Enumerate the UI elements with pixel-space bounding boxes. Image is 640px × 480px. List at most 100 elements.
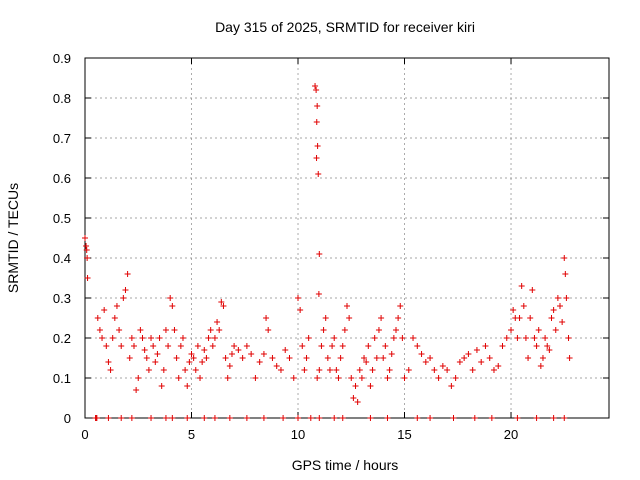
data-point (363, 359, 370, 365)
zero-data-point (243, 415, 250, 421)
data-point (516, 315, 523, 321)
data-point (103, 343, 110, 349)
data-point (414, 343, 421, 349)
zero-data-point (533, 415, 540, 421)
data-point (154, 351, 161, 357)
data-point (265, 327, 272, 333)
zero-data-point (550, 415, 557, 421)
data-point (260, 351, 267, 357)
data-point (399, 335, 406, 341)
data-point (167, 295, 174, 301)
data-point (315, 291, 322, 297)
zero-data-point (128, 415, 135, 421)
data-point (228, 351, 235, 357)
data-point (192, 367, 199, 373)
data-point (373, 355, 380, 361)
data-point (525, 355, 532, 361)
zero-data-point (316, 415, 323, 421)
data-point (529, 287, 536, 293)
data-point (105, 359, 112, 365)
data-point (83, 243, 90, 249)
data-point (83, 247, 90, 253)
data-point (239, 355, 246, 361)
zero-data-point (471, 415, 478, 421)
zero-data-point (384, 415, 391, 421)
data-point (141, 347, 148, 353)
data-point (473, 347, 480, 353)
data-point (563, 295, 570, 301)
y-tick-label: 0 (64, 411, 71, 426)
data-point (130, 343, 137, 349)
data-point (152, 359, 159, 365)
data-point (145, 367, 152, 373)
data-point (173, 355, 180, 361)
data-point (452, 375, 459, 381)
data-point (369, 367, 376, 373)
data-point (220, 303, 227, 309)
zero-data-point (280, 415, 287, 421)
data-point (182, 367, 189, 373)
zero-data-point (331, 415, 338, 421)
data-point (156, 335, 163, 341)
data-point (211, 335, 218, 341)
data-point (118, 343, 125, 349)
data-point (371, 335, 378, 341)
data-point (175, 375, 182, 381)
data-point (224, 375, 231, 381)
data-point (382, 343, 389, 349)
data-point (435, 375, 442, 381)
data-point (273, 363, 280, 369)
data-point (312, 83, 319, 89)
data-point (295, 295, 302, 301)
data-point (482, 343, 489, 349)
data-point (316, 251, 323, 257)
data-point (316, 367, 323, 373)
data-point (303, 355, 310, 361)
data-point (313, 119, 320, 125)
data-point (177, 343, 184, 349)
data-point (548, 315, 555, 321)
data-point (188, 351, 195, 357)
data-point (554, 295, 561, 301)
data-point (339, 343, 346, 349)
data-point (148, 335, 155, 341)
data-point (263, 315, 270, 321)
data-point (139, 335, 146, 341)
data-point (486, 355, 493, 361)
data-point (356, 367, 363, 373)
data-point (384, 375, 391, 381)
data-point (490, 367, 497, 373)
data-point (326, 367, 333, 373)
data-point (562, 271, 569, 277)
data-point (203, 355, 210, 361)
data-point (329, 343, 336, 349)
y-tick-label: 0.3 (53, 291, 71, 306)
data-point (401, 375, 408, 381)
grid-lines (85, 58, 609, 418)
x-tick-label: 20 (504, 427, 518, 442)
data-point (531, 335, 538, 341)
data-point (120, 295, 127, 301)
data-point (465, 351, 472, 357)
data-point (190, 355, 197, 361)
zero-data-point (295, 415, 302, 421)
data-point (186, 359, 193, 365)
zero-data-point (414, 415, 421, 421)
data-point (231, 343, 238, 349)
data-point (214, 319, 221, 325)
data-point (179, 335, 186, 341)
x-axis-label: GPS time / hours (292, 457, 399, 473)
data-point (209, 343, 216, 349)
data-point (439, 363, 446, 369)
data-point (546, 347, 553, 353)
data-point (318, 343, 325, 349)
data-point (565, 335, 572, 341)
zero-data-point (162, 415, 169, 421)
data-point (367, 383, 374, 389)
data-point (269, 355, 276, 361)
data-point (448, 383, 455, 389)
data-point (514, 335, 521, 341)
y-tick-label: 0.9 (53, 51, 71, 66)
data-point (126, 355, 133, 361)
data-point (222, 355, 229, 361)
